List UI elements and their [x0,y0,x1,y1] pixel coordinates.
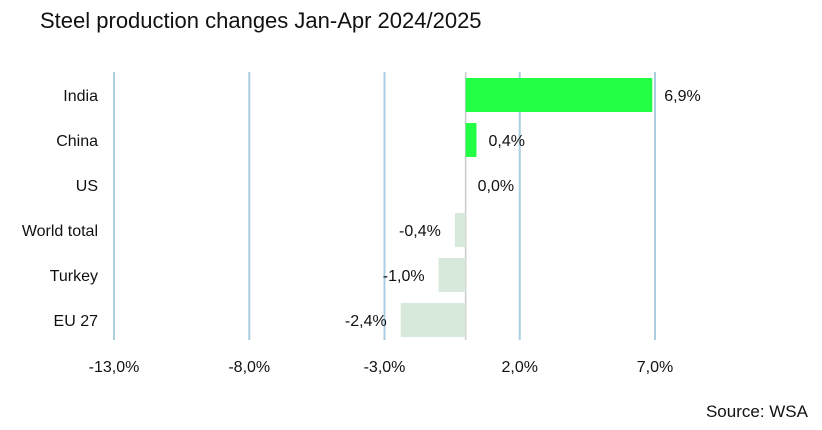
bars [400,78,653,337]
bar-chart: India China US World total Turkey EU 27 6,9% 0… [22,72,701,376]
value-label: 0,4% [488,133,524,150]
bar-india [465,78,653,112]
value-labels: 6,9% 0,4% 0,0% -0,4% -1,0% -2,4% [345,88,701,330]
gridlines [113,72,656,340]
category-label: EU 27 [54,313,99,330]
bar-china [465,123,477,157]
category-label: India [63,88,98,105]
bar-world-total [454,213,466,247]
category-label: World total [22,223,98,240]
category-label: US [76,178,98,195]
x-tick-label: -8,0% [228,359,270,376]
bar-eu-27 [400,303,466,337]
category-label: China [56,133,98,150]
value-label: 0,0% [478,178,514,195]
value-label: -1,0% [383,268,425,285]
value-label: -2,4% [345,313,387,330]
chart-title: Steel production changes Jan-Apr 2024/20… [40,8,482,33]
category-labels: India China US World total Turkey EU 27 [22,88,98,330]
source-note: Source: WSA [705,402,808,421]
x-tick-label: 7,0% [637,359,673,376]
x-tick-label: 2,0% [502,359,538,376]
category-label: Turkey [50,268,98,285]
value-label: -0,4% [399,223,441,240]
x-tick-label: -3,0% [364,359,406,376]
x-tick-label: -13,0% [89,359,140,376]
value-label: 6,9% [664,88,700,105]
x-tick-labels: -13,0% -8,0% -3,0% 2,0% 7,0% [89,359,674,376]
bar-turkey [438,258,466,292]
